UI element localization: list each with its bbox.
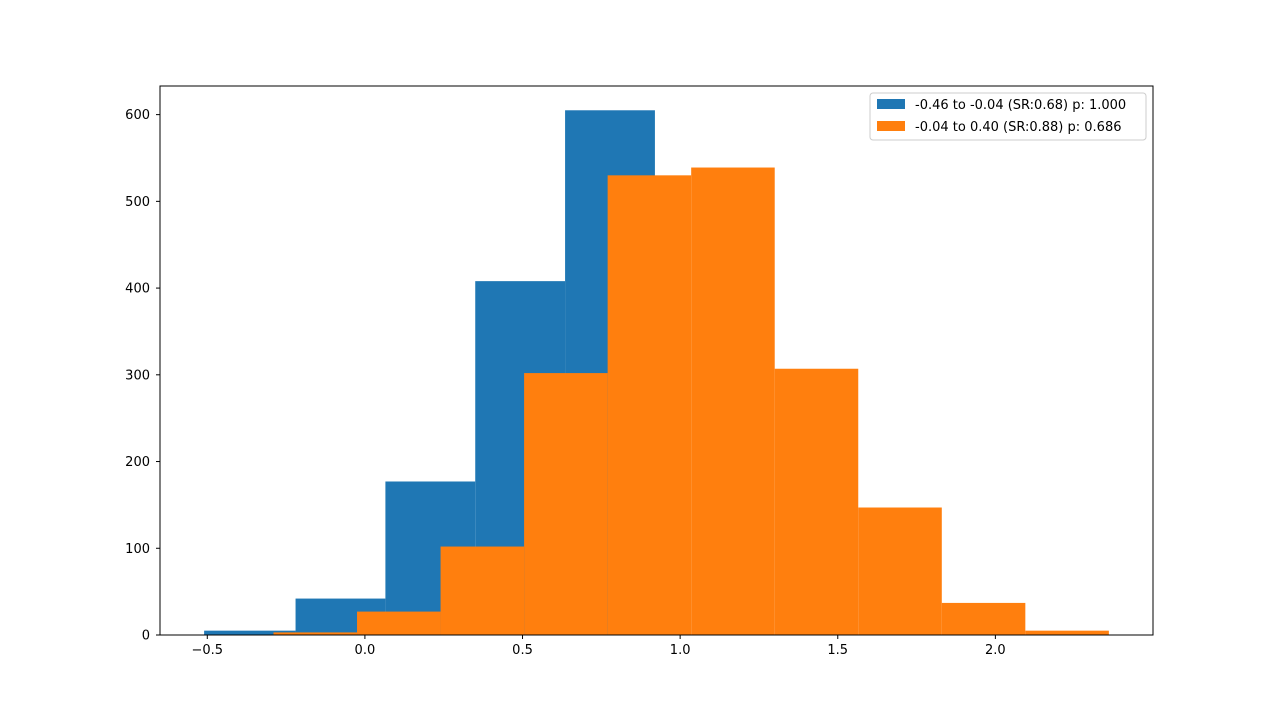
histogram-bar [691,167,775,635]
y-tick-label: 100 [125,542,150,557]
x-tick-label: 2.0 [985,643,1006,658]
x-tick-label: 1.5 [827,643,848,658]
histogram-bar [858,507,942,635]
y-axis: 0 100 200 300 400 500 600 [125,108,160,644]
legend-label: -0.46 to -0.04 (SR:0.68) p: 1.000 [915,98,1126,113]
x-tick-label: −0.5 [191,643,223,658]
y-tick-label: 0 [142,629,150,644]
legend: -0.46 to -0.04 (SR:0.68) p: 1.000 -0.04 t… [869,92,1147,141]
histogram-bar [273,632,358,635]
y-tick-label: 200 [125,455,150,470]
legend-box [869,92,1147,141]
legend-label: -0.04 to 0.40 (SR:0.88) p: 0.686 [915,120,1122,135]
bars-layer [204,110,1109,635]
histogram-bar [440,546,525,635]
x-axis: −0.5 0.0 0.5 1.0 1.5 2.0 [191,635,1006,658]
histogram-bar [357,611,441,635]
series-2-bars [273,167,1109,635]
histogram-bar [774,368,859,635]
histogram-bar [941,602,1026,635]
x-tick-label: 0.0 [355,643,376,658]
y-tick-label: 400 [125,282,150,297]
y-tick-label: 600 [125,108,150,123]
histogram-bar [524,373,608,635]
y-tick-label: 500 [125,195,150,210]
plot-frame [159,85,1154,636]
y-tick-label: 300 [125,368,150,383]
x-tick-label: 1.0 [670,643,691,658]
legend-swatch [877,99,905,109]
legend-swatch [877,121,905,131]
histogram-bar [607,175,692,635]
histogram-bar [204,630,296,635]
histogram-bar [1025,630,1109,635]
x-tick-label: 0.5 [512,643,533,658]
